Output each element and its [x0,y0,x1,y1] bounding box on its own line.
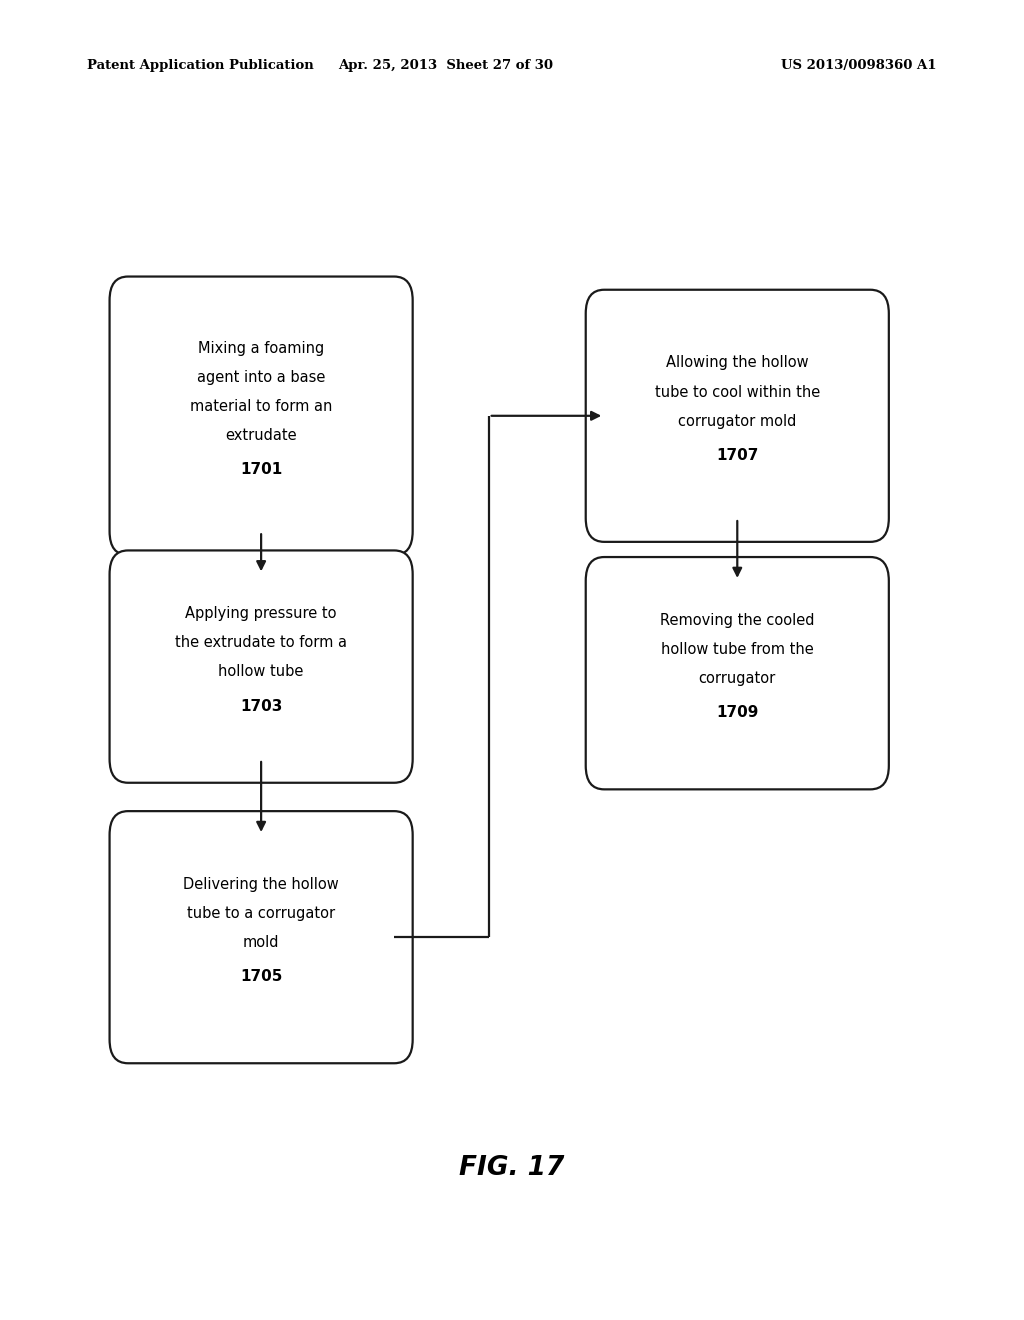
Text: Patent Application Publication: Patent Application Publication [87,59,313,73]
FancyBboxPatch shape [586,557,889,789]
Text: FIG. 17: FIG. 17 [460,1155,564,1181]
Text: agent into a base: agent into a base [197,370,326,385]
Text: 1707: 1707 [716,447,759,463]
Text: tube to cool within the: tube to cool within the [654,384,820,400]
FancyBboxPatch shape [110,810,413,1064]
Text: Applying pressure to: Applying pressure to [185,606,337,622]
Text: Mixing a foaming: Mixing a foaming [198,341,325,356]
Text: 1701: 1701 [240,462,283,478]
Text: tube to a corrugator: tube to a corrugator [187,906,335,921]
Text: 1705: 1705 [240,969,283,985]
Text: the extrudate to form a: the extrudate to form a [175,635,347,651]
FancyBboxPatch shape [586,290,889,541]
Text: mold: mold [243,935,280,950]
Text: Removing the cooled: Removing the cooled [660,612,814,628]
Text: 1703: 1703 [240,698,283,714]
Text: hollow tube from the: hollow tube from the [660,642,814,657]
Text: Allowing the hollow: Allowing the hollow [666,355,809,371]
Text: 1709: 1709 [716,705,759,721]
Text: extrudate: extrudate [225,428,297,444]
Text: corrugator: corrugator [698,671,776,686]
Text: Apr. 25, 2013  Sheet 27 of 30: Apr. 25, 2013 Sheet 27 of 30 [338,59,553,73]
FancyBboxPatch shape [110,550,413,783]
Text: US 2013/0098360 A1: US 2013/0098360 A1 [781,59,937,73]
Text: corrugator mold: corrugator mold [678,413,797,429]
FancyBboxPatch shape [110,277,413,554]
Text: Delivering the hollow: Delivering the hollow [183,876,339,892]
Text: material to form an: material to form an [189,399,333,414]
Text: hollow tube: hollow tube [218,664,304,680]
